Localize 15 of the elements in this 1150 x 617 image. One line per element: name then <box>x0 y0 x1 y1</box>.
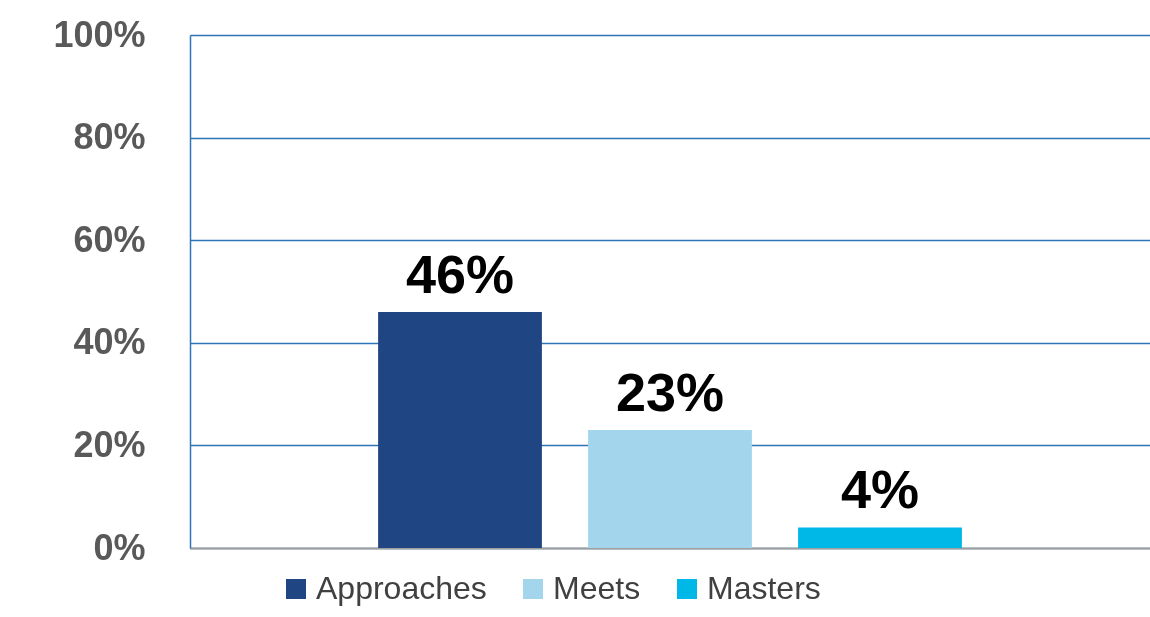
bar <box>588 430 752 548</box>
legend-label: Meets <box>553 570 641 606</box>
bar <box>378 312 542 548</box>
data-label: 46% <box>405 244 515 305</box>
legend-label: Approaches <box>316 570 487 606</box>
y-tick-label: 100% <box>53 13 146 55</box>
bar <box>798 527 962 548</box>
legend-label: Masters <box>707 570 821 606</box>
data-label: 23% <box>615 362 725 423</box>
y-tick-label: 0% <box>93 526 146 568</box>
data-label: 4% <box>840 459 920 520</box>
y-tick-label: 20% <box>73 423 146 465</box>
y-tick-label: 40% <box>73 321 146 363</box>
y-tick-label: 60% <box>73 218 146 260</box>
y-tick-label: 80% <box>73 116 146 158</box>
